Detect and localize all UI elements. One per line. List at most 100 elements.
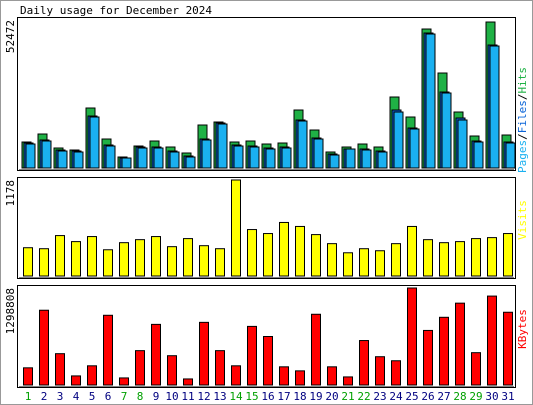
- bar: [199, 321, 209, 386]
- legend-label: KBytes: [516, 309, 529, 349]
- legend-label: Files: [516, 100, 529, 133]
- bar: [119, 377, 129, 386]
- legend: Visits: [516, 200, 529, 240]
- bar: [73, 151, 84, 169]
- bar: [215, 248, 225, 277]
- bar: [345, 148, 356, 169]
- bar: [393, 111, 404, 169]
- x-tick-label: 7: [121, 390, 128, 403]
- bar: [375, 356, 385, 386]
- x-tick-label: 12: [197, 390, 210, 403]
- x-tick-label: 4: [73, 390, 80, 403]
- bar: [311, 313, 321, 386]
- bar: [455, 241, 465, 277]
- y-tick-label: 1178: [4, 180, 17, 207]
- bar: [151, 323, 161, 386]
- x-tick-label: 13: [213, 390, 226, 403]
- bar: [103, 314, 113, 386]
- legend-label: Pages: [516, 140, 529, 173]
- bar: [297, 120, 308, 169]
- bar: [41, 140, 52, 169]
- bar: [217, 123, 228, 169]
- y-tick-label: 52472: [4, 20, 17, 53]
- bar: [119, 242, 129, 277]
- x-tick-label: 18: [293, 390, 306, 403]
- bar: [57, 150, 68, 169]
- bar: [167, 246, 177, 277]
- bar: [87, 236, 97, 277]
- bar: [295, 370, 305, 386]
- legend-separator: /: [516, 94, 529, 101]
- bar: [391, 243, 401, 277]
- x-tick-label: 21: [341, 390, 354, 403]
- legend: KBytes: [516, 309, 529, 349]
- bar: [471, 352, 481, 386]
- x-tick-label: 16: [261, 390, 274, 403]
- bar: [249, 146, 260, 169]
- x-tick-label: 15: [245, 390, 258, 403]
- x-tick-label: 19: [309, 390, 322, 403]
- bar: [505, 142, 516, 169]
- bar: [89, 116, 100, 169]
- bar: [263, 336, 273, 386]
- x-tick-label: 25: [405, 390, 418, 403]
- bar: [153, 147, 164, 169]
- x-tick-label: 10: [165, 390, 178, 403]
- bar: [39, 309, 49, 386]
- bar: [137, 147, 148, 169]
- bar: [423, 239, 433, 277]
- bar: [359, 340, 369, 386]
- bar: [263, 233, 273, 277]
- x-tick-label: 26: [421, 390, 434, 403]
- bar: [359, 248, 369, 277]
- bar: [327, 243, 337, 277]
- bar: [425, 33, 436, 169]
- x-tick-label: 14: [229, 390, 243, 403]
- bar: [231, 365, 241, 386]
- bar: [135, 350, 145, 386]
- bar: [185, 156, 196, 169]
- x-tick-label: 29: [469, 390, 482, 403]
- bar: [455, 302, 465, 386]
- x-tick-label: 27: [437, 390, 450, 403]
- bar: [311, 234, 321, 277]
- x-tick-label: 6: [105, 390, 112, 403]
- bar: [103, 249, 113, 277]
- bar: [55, 353, 65, 386]
- x-tick-label: 24: [389, 390, 403, 403]
- bar: [71, 375, 81, 386]
- bar: [215, 350, 225, 386]
- bar: [169, 151, 180, 169]
- bar: [55, 235, 65, 277]
- bar: [439, 316, 449, 386]
- bar: [377, 151, 388, 169]
- bar: [361, 149, 372, 169]
- bar: [471, 238, 481, 277]
- bar: [503, 233, 513, 277]
- bar: [105, 145, 116, 169]
- bar: [71, 241, 81, 277]
- bar: [87, 365, 97, 386]
- bar: [439, 242, 449, 277]
- x-tick-label: 22: [357, 390, 370, 403]
- bar: [39, 248, 49, 277]
- bar: [23, 247, 33, 277]
- x-tick-label: 5: [89, 390, 96, 403]
- bar: [423, 329, 433, 386]
- x-tick-label: 11: [181, 390, 194, 403]
- bar: [503, 311, 513, 386]
- bar: [281, 147, 292, 169]
- bar: [407, 287, 417, 386]
- bar: [313, 138, 324, 169]
- y-tick-label: 1298808: [4, 288, 17, 334]
- x-tick-label: 30: [485, 390, 498, 403]
- bar: [247, 229, 257, 277]
- bar: [407, 225, 417, 277]
- bar: [151, 236, 161, 277]
- bar: [199, 245, 209, 277]
- x-tick-label: 9: [153, 390, 160, 403]
- bar: [247, 325, 257, 386]
- x-tick-label: 23: [373, 390, 386, 403]
- x-tick-label: 17: [277, 390, 290, 403]
- bar: [279, 366, 289, 386]
